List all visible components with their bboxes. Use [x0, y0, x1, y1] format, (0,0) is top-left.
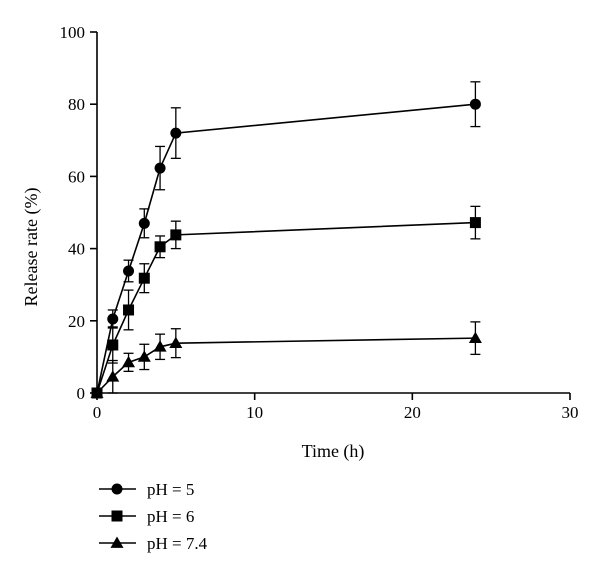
legend-marker-square: [111, 510, 123, 522]
legend-label: pH = 7.4: [147, 534, 208, 553]
data-point: [153, 340, 167, 352]
y-tick-label: 60: [68, 167, 85, 186]
data-point: [154, 162, 166, 174]
x-tick-label: 0: [93, 403, 102, 422]
data-point: [138, 217, 150, 229]
y-tick-label: 40: [68, 240, 85, 259]
x-tick-label: 20: [404, 403, 421, 422]
legend-item: pH = 5: [99, 480, 194, 499]
data-point: [170, 229, 182, 241]
series-triangle: [90, 321, 482, 398]
legend: pH = 5 pH = 6 pH = 7.4: [99, 480, 208, 553]
data-point: [169, 336, 183, 349]
y-axis-label: Release rate (%): [21, 188, 42, 307]
data-point: [469, 217, 481, 229]
series-line: [96, 337, 476, 394]
x-axis-label: Time (h): [302, 441, 365, 462]
data-point: [137, 350, 151, 362]
series-line: [96, 103, 476, 394]
legend-marker-triangle: [110, 536, 124, 548]
series-circle: [91, 81, 481, 399]
data-point: [90, 386, 104, 398]
data-point: [107, 339, 119, 351]
legend-label: pH = 5: [147, 480, 194, 499]
data-point: [106, 370, 120, 382]
data-point: [469, 98, 481, 110]
series-layer: [90, 81, 482, 399]
data-point: [122, 355, 136, 368]
data-point: [138, 272, 150, 284]
x-tick-label: 30: [562, 403, 579, 422]
x-tick-label: 10: [246, 403, 263, 422]
data-point: [170, 127, 182, 139]
series-square: [91, 205, 481, 399]
axes: [96, 32, 570, 394]
legend-item: pH = 7.4: [99, 534, 208, 553]
y-tick-label: 0: [77, 384, 86, 403]
y-tick-label: 20: [68, 312, 85, 331]
series-line: [96, 221, 476, 394]
data-point: [123, 265, 135, 277]
y-tick-label: 80: [68, 95, 85, 114]
legend-marker-circle: [111, 483, 123, 495]
ticks: 0 10 20 30 0 20 40 60 80 100: [60, 23, 579, 422]
data-point: [123, 304, 135, 316]
legend-label: pH = 6: [147, 507, 194, 526]
data-point: [107, 313, 119, 325]
y-tick-label: 100: [60, 23, 86, 42]
data-point: [154, 241, 166, 253]
legend-item: pH = 6: [99, 507, 194, 526]
data-point: [468, 331, 482, 344]
